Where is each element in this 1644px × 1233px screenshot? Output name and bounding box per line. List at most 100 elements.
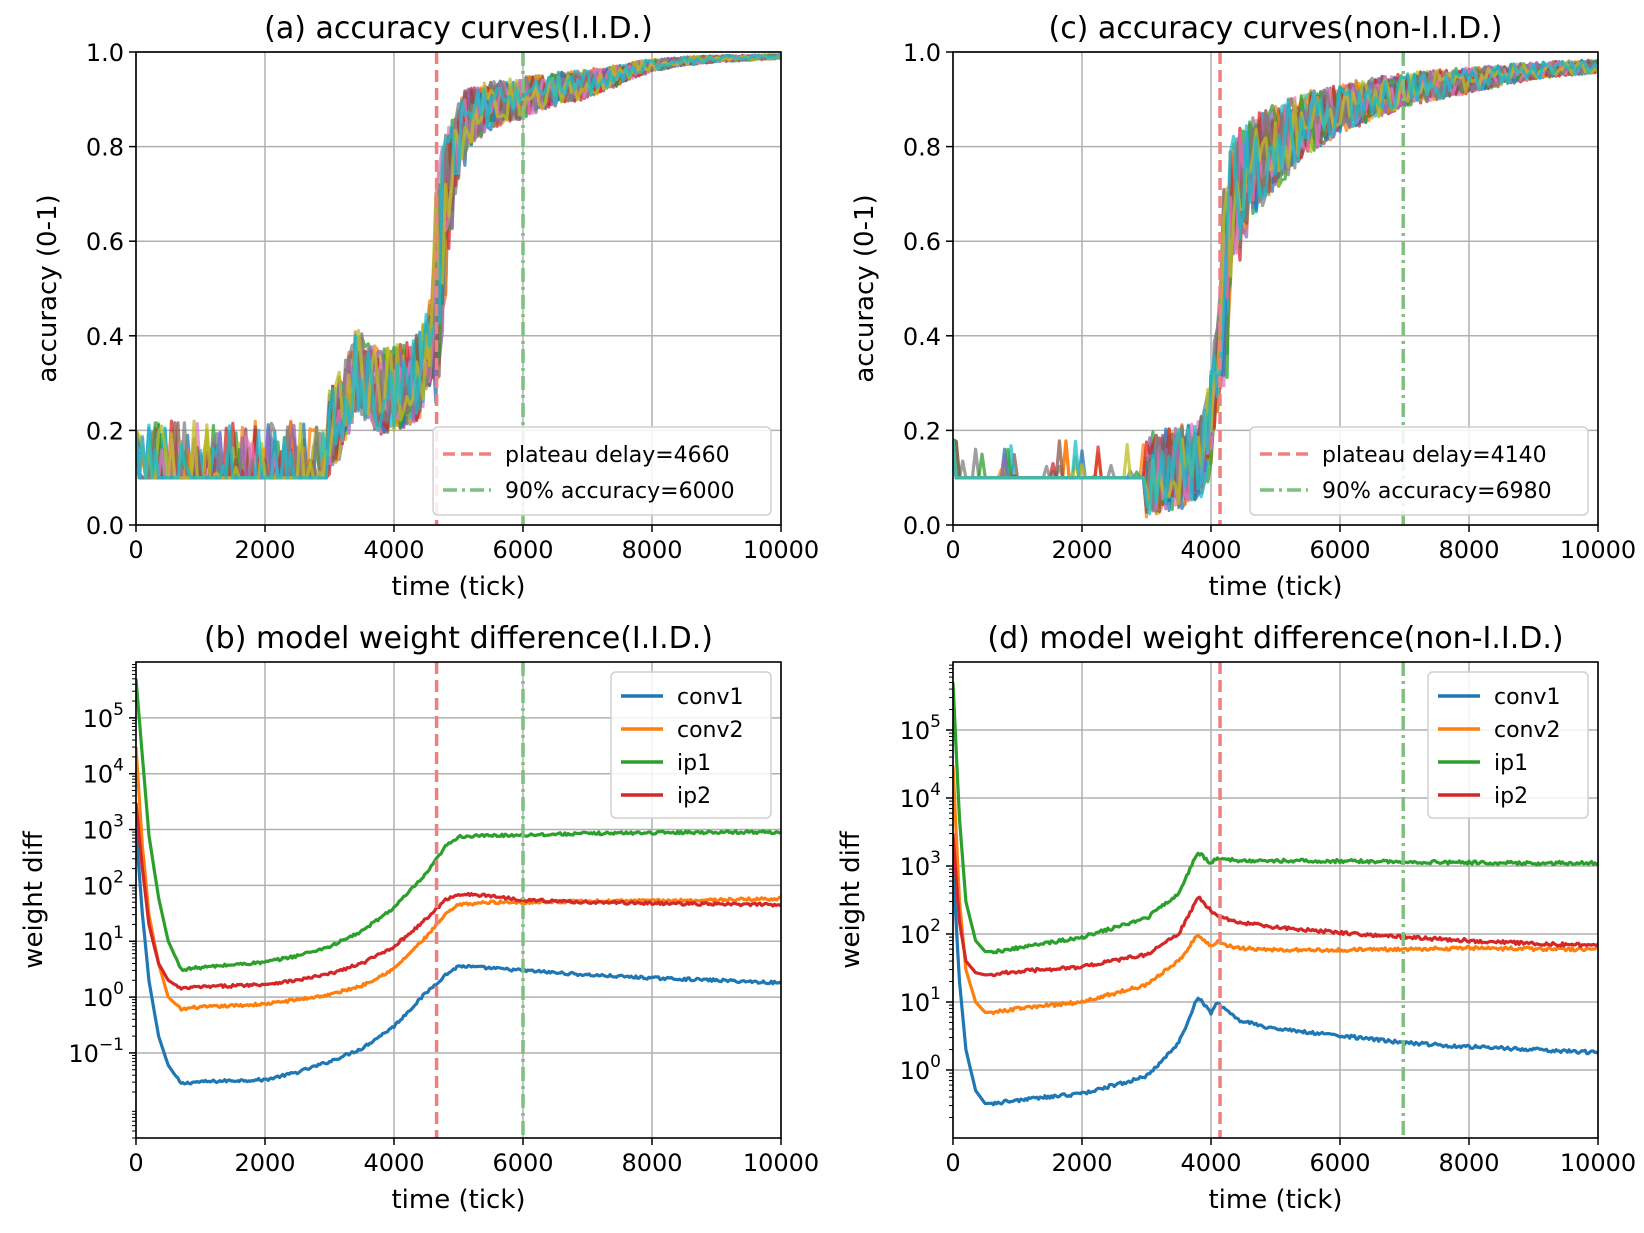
axes-frame	[135, 661, 782, 1139]
client-accuracy-line	[136, 53, 781, 480]
y-tick-exponent: 5	[113, 700, 124, 720]
y-tick-exponent: 3	[113, 812, 124, 832]
axes-frame	[952, 661, 1599, 1139]
y-axis-label: weight diff	[836, 830, 866, 969]
axes-frame	[135, 51, 782, 526]
x-tick-label: 10000	[1560, 536, 1636, 564]
legend: plateau delay=4660 90% accuracy=6000	[432, 426, 772, 516]
series-line-ip1	[136, 678, 781, 973]
legend-label: 90% accuracy=6000	[505, 479, 735, 504]
x-tick-label: 10000	[743, 536, 819, 564]
legend: conv1 conv2 ip1 ip2	[1427, 671, 1589, 819]
y-tick-exponent: 2	[930, 916, 941, 936]
series-line-conv1	[136, 829, 781, 1086]
plot-area	[953, 662, 1598, 1138]
x-tick-label: 0	[945, 1149, 960, 1177]
panel-d: 0 2000 4000 6000 8000 10000100101102103104105…	[836, 621, 1636, 1215]
legend-label: plateau delay=4140	[1322, 443, 1547, 468]
y-tick-base: 10	[83, 928, 114, 956]
x-tick-label: 2000	[234, 1149, 295, 1177]
x-tick-label: 4000	[363, 1149, 424, 1177]
legend-label: conv2	[1494, 718, 1561, 743]
y-tick-exponent: 0	[930, 1052, 941, 1072]
y-tick-label: 101	[900, 984, 941, 1017]
y-tick-label: 1.0	[86, 39, 124, 67]
y-tick-label: 104	[83, 756, 124, 789]
panel-title: (c) accuracy curves(non-I.I.D.)	[1048, 11, 1502, 46]
y-tick-label: 0.0	[903, 512, 941, 540]
y-tick-base: 10	[900, 1057, 931, 1085]
x-axis-label: time (tick)	[1208, 1185, 1342, 1215]
series-line-ip1	[953, 682, 1598, 955]
x-axis-label: time (tick)	[391, 1185, 525, 1215]
x-tick-label: 0	[128, 536, 143, 564]
x-tick-label: 8000	[621, 1149, 682, 1177]
y-tick-label: 102	[900, 916, 941, 949]
y-tick-base: 10	[900, 921, 931, 949]
y-tick-exponent: 4	[930, 780, 941, 800]
x-tick-label: 0	[128, 1149, 143, 1177]
y-tick-label: 100	[900, 1052, 941, 1085]
y-tick-base: 10	[83, 705, 114, 733]
x-tick-label: 2000	[1051, 536, 1112, 564]
x-axis-label: time (tick)	[1208, 572, 1342, 602]
legend-label: conv1	[677, 685, 744, 710]
y-tick-label: 105	[83, 700, 124, 733]
y-tick-label: 0.8	[903, 134, 941, 162]
plot-area	[953, 52, 1598, 525]
series-line-ip2	[136, 802, 781, 991]
legend: conv1 conv2 ip1 ip2	[610, 671, 772, 819]
x-tick-label: 4000	[1180, 1149, 1241, 1177]
x-tick-label: 6000	[492, 536, 553, 564]
y-tick-exponent: 5	[930, 712, 941, 732]
x-tick-label: 8000	[1438, 1149, 1499, 1177]
x-tick-label: 10000	[743, 1149, 819, 1177]
y-axis-label: weight diff	[19, 830, 49, 969]
legend-label: conv1	[1494, 685, 1561, 710]
y-tick-label: 101	[83, 923, 124, 956]
y-axis-label: accuracy (0-1)	[850, 194, 880, 382]
legend-label: ip2	[1494, 784, 1528, 809]
x-tick-label: 4000	[1180, 536, 1241, 564]
y-tick-label: 102	[83, 867, 124, 900]
y-tick-label: 10−1	[68, 1035, 124, 1068]
y-tick-label: 0.2	[86, 417, 124, 445]
y-tick-label: 0.6	[903, 228, 941, 256]
y-tick-base: 10	[900, 853, 931, 881]
y-tick-exponent: 0	[113, 979, 124, 999]
y-tick-label: 103	[900, 848, 941, 881]
legend-label: conv2	[677, 718, 744, 743]
panel-title: (a) accuracy curves(I.I.D.)	[264, 11, 653, 46]
legend-label: 90% accuracy=6980	[1322, 479, 1552, 504]
y-tick-label: 0.8	[86, 134, 124, 162]
panel-title: (b) model weight difference(I.I.D.)	[204, 621, 713, 656]
legend-box	[432, 426, 772, 516]
y-tick-exponent: 1	[113, 923, 124, 943]
series-line-conv2	[136, 746, 781, 1012]
x-tick-label: 10000	[1560, 1149, 1636, 1177]
y-tick-base: 10	[83, 984, 114, 1012]
legend-box	[1249, 426, 1589, 516]
y-tick-label: 105	[900, 712, 941, 745]
client-accuracy-line	[136, 53, 781, 480]
y-tick-exponent: 1	[930, 984, 941, 1004]
x-axis-label: time (tick)	[391, 572, 525, 602]
y-tick-label: 0.0	[86, 512, 124, 540]
x-tick-label: 8000	[1438, 536, 1499, 564]
axes-frame	[952, 51, 1599, 526]
x-tick-label: 6000	[492, 1149, 553, 1177]
x-tick-label: 8000	[621, 536, 682, 564]
client-accuracy-line	[953, 59, 1598, 516]
y-tick-base: 10	[900, 989, 931, 1017]
y-tick-label: 104	[900, 780, 941, 813]
legend-label: plateau delay=4660	[505, 443, 730, 468]
y-axis-label: accuracy (0-1)	[33, 194, 63, 382]
y-tick-base: 10	[900, 785, 931, 813]
y-tick-label: 103	[83, 812, 124, 845]
y-tick-label: 0.4	[903, 323, 941, 351]
y-tick-base: 10	[68, 1040, 99, 1068]
legend-label: ip1	[1494, 751, 1528, 776]
y-tick-base: 10	[83, 872, 114, 900]
y-tick-label: 0.4	[86, 323, 124, 351]
